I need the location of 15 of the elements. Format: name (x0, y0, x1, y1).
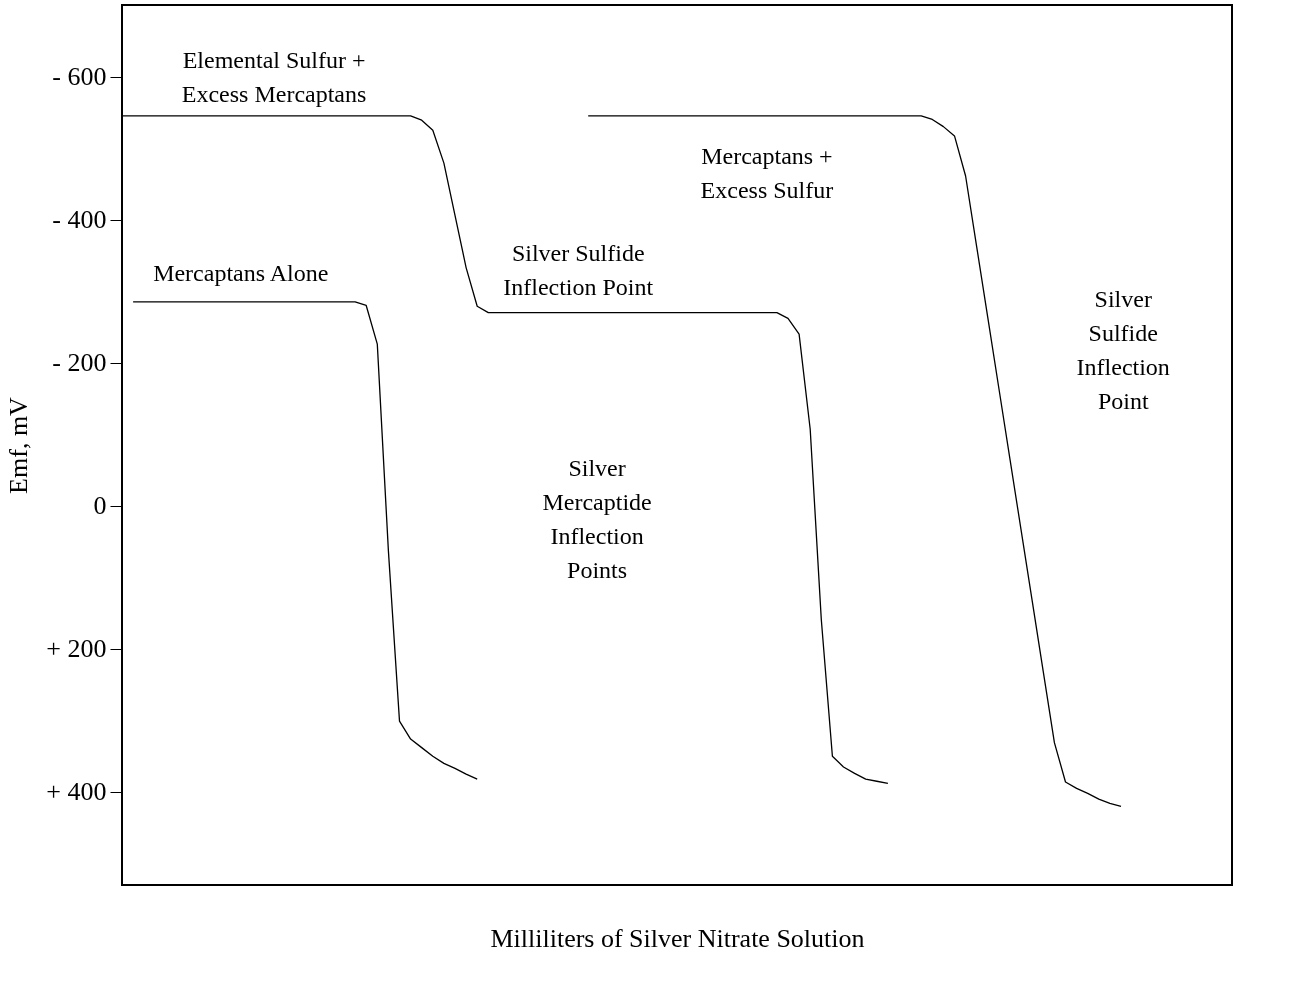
y-tick-label: + 200 (46, 634, 107, 664)
annotation: Elemental Sulfur + Excess Mercaptans (181, 47, 367, 108)
y-tick-label: + 400 (46, 777, 107, 807)
annotation: Mercaptans Alone (153, 260, 329, 287)
y-axis-title: Emf, mV (4, 396, 34, 494)
x-axis-title: Milliliters of Silver Nitrate Solution (490, 923, 865, 953)
y-tick-label: - 200 (52, 348, 107, 378)
y-tick-label: - 600 (52, 62, 107, 92)
annotation: Mercaptans + Excess Sulfur (700, 143, 834, 204)
line-series (132, 301, 478, 780)
y-tick-label: - 400 (52, 205, 107, 235)
annotation: Silver Sulfide Inflection Point (1076, 285, 1170, 414)
y-tick-label: 0 (93, 491, 107, 521)
annotation: Silver Mercaptide Inflection Points (542, 454, 652, 583)
annotation: Silver Sulfide Inflection Point (503, 240, 654, 301)
